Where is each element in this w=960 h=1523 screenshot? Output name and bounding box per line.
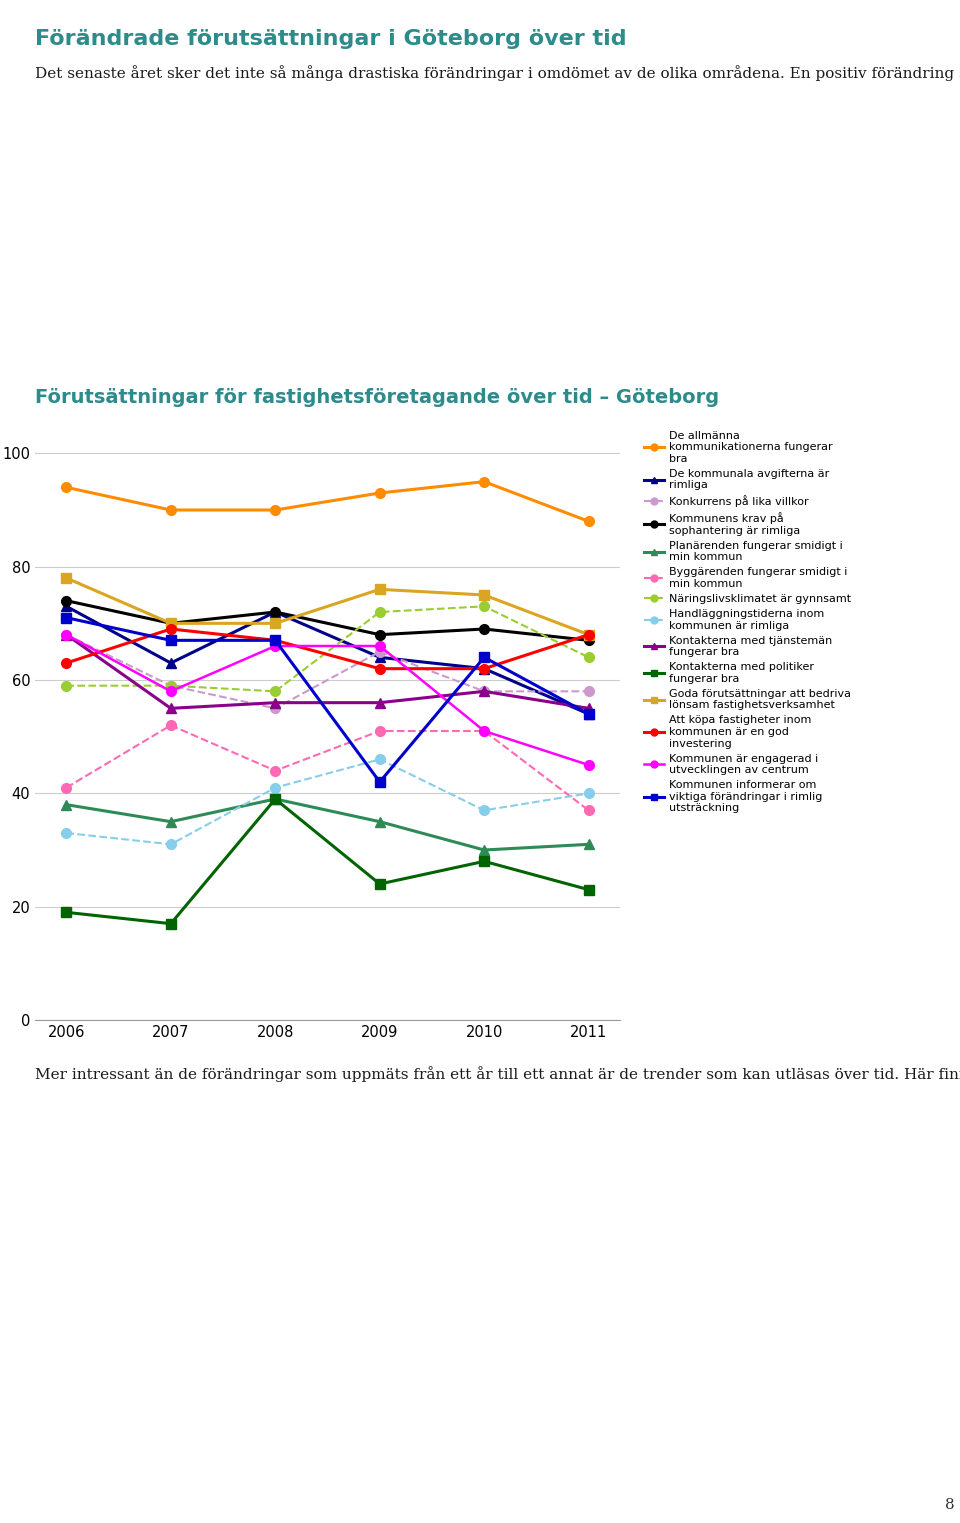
Text: Förändrade förutsättningar i Göteborg över tid: Förändrade förutsättningar i Göteborg öv… bbox=[35, 29, 627, 49]
Text: Förutsättningar för fastighetsföretagande över tid – Göteborg: Förutsättningar för fastighetsföretagand… bbox=[35, 388, 719, 407]
Legend: De allmänna
kommunikationerna fungerar
bra, De kommunala avgifterna är
rimliga, : De allmänna kommunikationerna fungerar b… bbox=[643, 431, 852, 813]
Text: Mer intressant än de förändringar som uppmäts från ett år till ett annat är de t: Mer intressant än de förändringar som up… bbox=[35, 1065, 960, 1081]
Text: Det senaste året sker det inte så många drastiska förändringar i omdömet av de o: Det senaste året sker det inte så många … bbox=[35, 65, 960, 81]
Text: 8: 8 bbox=[946, 1499, 955, 1512]
